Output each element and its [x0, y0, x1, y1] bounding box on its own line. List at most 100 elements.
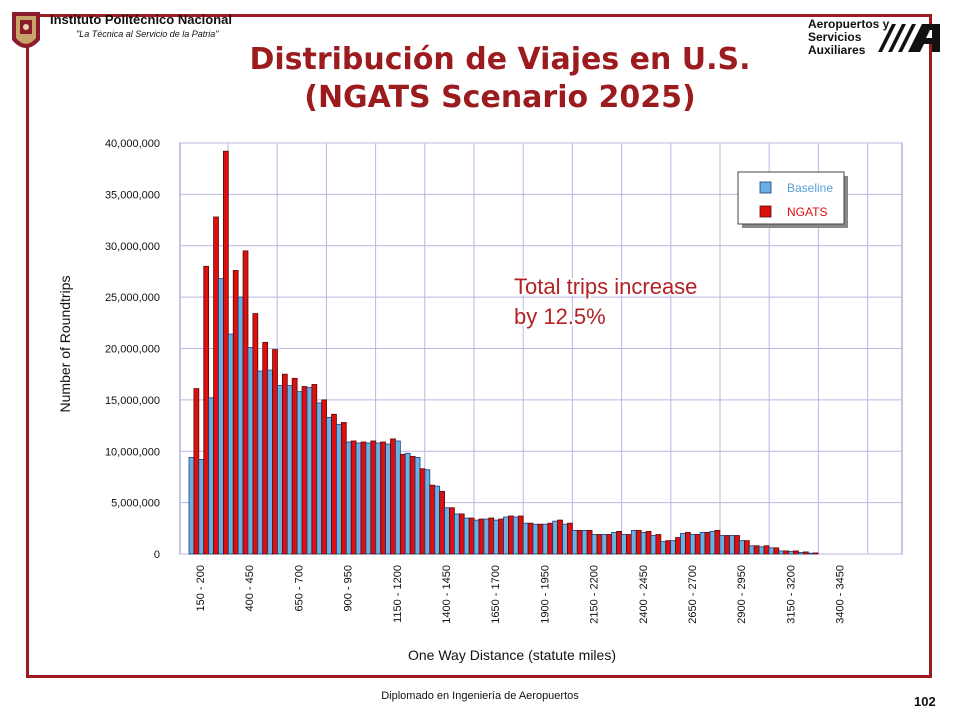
- ngats-bar: [557, 519, 563, 555]
- ngats-bar: [409, 455, 416, 555]
- y-tick-label: 35,000,000: [105, 189, 160, 201]
- baseline-bar: [591, 534, 598, 555]
- baseline-bar: [208, 397, 214, 555]
- baseline-bar: [729, 535, 735, 555]
- y-tick-label: 15,000,000: [105, 395, 160, 407]
- baseline-bar: [542, 523, 549, 555]
- legend-swatch: [759, 181, 772, 194]
- baseline-bar: [385, 443, 391, 555]
- annotation-text: by 12.5%: [514, 304, 606, 329]
- ngats-bar: [340, 422, 347, 555]
- x-tick-label: 2150 - 2200: [589, 565, 601, 624]
- program-name: Aeropuertos y Servicios Auxiliares: [808, 18, 889, 57]
- ngats-bar: [478, 518, 485, 555]
- baseline-bar: [719, 535, 726, 555]
- x-tick-label: 1650 - 1700: [490, 565, 502, 624]
- ngats-bar: [419, 468, 426, 555]
- legend-label: Baseline: [787, 181, 833, 195]
- ngats-bar: [213, 216, 219, 555]
- ngats-bar: [232, 270, 239, 555]
- ngats-bar: [223, 150, 229, 555]
- ngats-bar: [488, 517, 495, 555]
- ngats-bar: [193, 388, 200, 555]
- baseline-bar: [758, 546, 765, 555]
- baseline-bar: [788, 551, 794, 555]
- baseline-bar: [709, 530, 716, 555]
- baseline-bar: [473, 519, 480, 555]
- ngats-bar: [370, 440, 377, 555]
- baseline-bar: [503, 516, 509, 555]
- baseline-bar: [807, 552, 814, 555]
- baseline-bar: [768, 547, 775, 555]
- slide-title-line-2: (NGATS Scenario 2025): [304, 80, 696, 115]
- baseline-bar: [237, 296, 244, 555]
- baseline-bar: [336, 424, 342, 555]
- ngats-bar: [645, 530, 652, 555]
- institution-motto: "La Técnica al Servicio de la Patria": [76, 29, 219, 39]
- x-tick-label: 2900 - 2950: [736, 565, 748, 624]
- x-tick-label: 3400 - 3450: [835, 565, 847, 624]
- baseline-bar: [512, 516, 519, 555]
- ngats-bar: [675, 537, 681, 555]
- baseline-bar: [375, 442, 382, 555]
- ngats-bar: [576, 529, 583, 555]
- ngats-bar: [468, 517, 475, 555]
- ngats-bar: [331, 413, 337, 555]
- ngats-bar: [203, 265, 210, 555]
- ngats-bar: [449, 507, 455, 555]
- page-number: 102: [914, 694, 936, 709]
- footer-text: Diplomado en Ingeniería de Aeropuertos: [381, 690, 579, 702]
- ngats-bar: [301, 386, 308, 555]
- baseline-bar: [326, 416, 332, 555]
- slide-frame: [26, 14, 932, 678]
- baseline-bar: [699, 532, 706, 555]
- ngats-bar: [635, 529, 642, 555]
- baseline-bar: [444, 507, 450, 555]
- baseline-bar: [601, 534, 608, 555]
- ngats-bar: [783, 550, 790, 555]
- baseline-bar: [798, 552, 804, 555]
- baseline-bar: [316, 402, 323, 555]
- ngats-bar: [704, 532, 711, 555]
- ngats-bar: [596, 534, 603, 555]
- baseline-bar: [562, 523, 568, 555]
- baseline-bar: [296, 391, 303, 555]
- baseline-bar: [748, 545, 755, 555]
- ngats-bar: [753, 545, 760, 555]
- ngats-bar: [734, 535, 740, 555]
- ngats-bar: [498, 518, 504, 555]
- x-tick-label: 1150 - 1200: [392, 565, 404, 623]
- ngats-bar: [586, 529, 593, 555]
- ngats-bar: [242, 250, 249, 555]
- ngats-bar: [272, 349, 278, 555]
- ngats-bar: [390, 438, 396, 555]
- legend-box: [737, 171, 845, 225]
- baseline-bar: [414, 457, 421, 555]
- program-line-3: Auxiliares: [808, 43, 866, 57]
- baseline-bar: [611, 532, 618, 555]
- x-tick-label: 650 - 700: [293, 565, 305, 611]
- ipn-logo: [12, 12, 40, 48]
- ngats-bar: [537, 523, 544, 555]
- baseline-bar: [434, 485, 441, 555]
- baseline-bar: [571, 529, 578, 555]
- ngats-bar: [685, 532, 691, 555]
- baseline-bar: [552, 520, 559, 555]
- annotation-text: Total trips increase: [514, 274, 697, 299]
- ngats-bar: [694, 534, 701, 555]
- ngats-bar: [252, 313, 259, 555]
- baseline-bar: [483, 518, 490, 555]
- ngats-bar: [291, 377, 298, 555]
- ngats-bar: [802, 551, 809, 555]
- baseline-bar: [286, 385, 293, 555]
- y-tick-label: 25,000,000: [105, 292, 160, 304]
- x-tick-label: 150 - 200: [195, 565, 207, 611]
- ngats-bar: [311, 384, 318, 555]
- baseline-bar: [670, 540, 676, 555]
- baseline-bar: [630, 529, 637, 555]
- baseline-bar: [739, 540, 745, 555]
- ngats-bar: [773, 547, 780, 555]
- ngats-bar: [724, 535, 731, 555]
- baseline-bar: [267, 369, 273, 555]
- baseline-bar: [257, 370, 264, 555]
